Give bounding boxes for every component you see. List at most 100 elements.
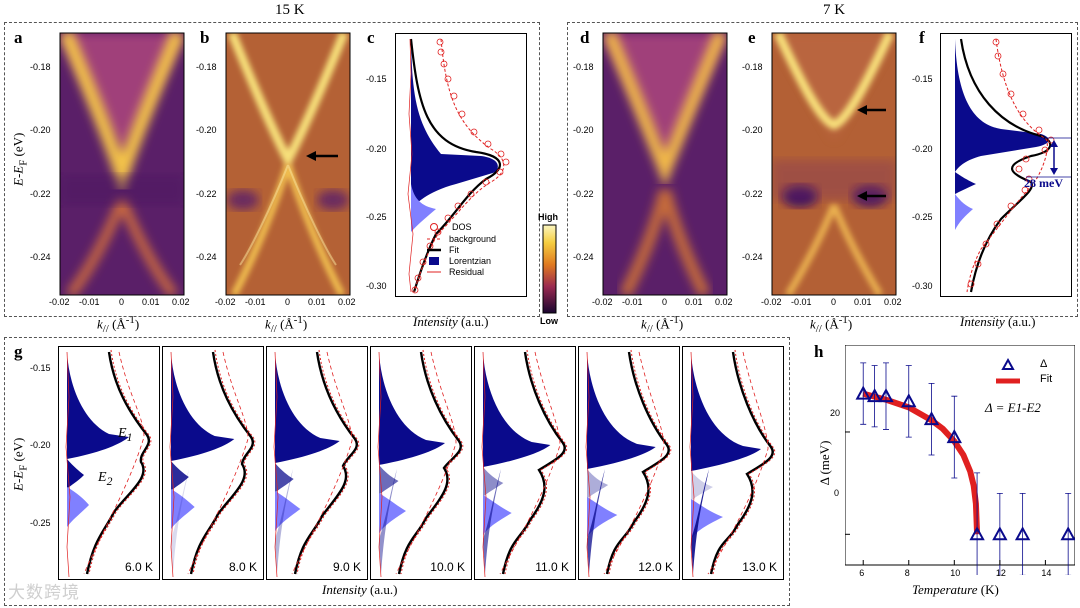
ytick: -0.15 [912, 74, 933, 84]
g-edc-plot: 13.0 K [682, 346, 784, 580]
h-xtick-label: 8 [904, 568, 910, 578]
title-7k: 7 K [823, 2, 846, 18]
xtick: 0 [831, 297, 837, 307]
g-edc-plot: 12.0 K [578, 346, 680, 580]
g-temp-label: 8.0 K [228, 560, 257, 574]
map-b [226, 33, 350, 295]
ytick: -0.20 [30, 125, 51, 135]
edc-c-svg [407, 38, 510, 294]
map-e [772, 33, 896, 295]
edc-plot-c [395, 33, 527, 297]
group-g [4, 337, 790, 606]
ytick: -0.20 [742, 125, 763, 135]
g-edc-svg [65, 349, 152, 578]
h-error-bar [871, 365, 878, 428]
h-xlabel: Temperature (K) [912, 582, 999, 597]
legend-c-background: background [449, 234, 497, 244]
xtick: 0.01 [308, 297, 326, 307]
h-error-bar [1019, 492, 1026, 575]
h-formula: Δ = E1-E2 [985, 400, 1041, 415]
g-edc-svg [481, 349, 568, 578]
ytick: -0.25 [912, 212, 933, 222]
h-error-bar [882, 362, 889, 430]
ytick: -0.24 [573, 252, 594, 262]
legend-c-lorentzian: Lorentzian [449, 256, 492, 266]
ytick: -0.25 [366, 212, 387, 222]
xtick: 0.02 [715, 297, 733, 307]
legend-c-residual: Residual [449, 267, 485, 277]
xtick: 0.01 [685, 297, 703, 307]
panel-letter-c: c [367, 28, 375, 47]
xtick: -0.01 [622, 297, 643, 307]
h-xtick-label: 6 [859, 568, 865, 578]
intensity-label-f: Intensity (a.u.) [960, 314, 1036, 329]
group-15k [4, 22, 540, 317]
panel-letter-a: a [14, 28, 23, 47]
ytick: -0.15 [30, 363, 51, 373]
h-ytick-20: 20 [830, 408, 841, 418]
h-legend-fit: Fit [1040, 373, 1053, 385]
ytick: -0.24 [30, 252, 51, 262]
ytick: -0.25 [30, 518, 51, 528]
h-data-point [992, 526, 1008, 541]
h-data-point [855, 385, 871, 400]
h-error-bar [860, 362, 867, 425]
xtick: 0.02 [338, 297, 356, 307]
h-error-bar [1065, 492, 1072, 575]
watermark-logo: 大数跨境 [8, 583, 80, 603]
g-edc-svg [273, 349, 360, 578]
h-legend [990, 357, 1026, 394]
k-axis-label-e: k// (Å-1) [810, 314, 853, 335]
ytick: -0.30 [366, 281, 387, 291]
g-temp-label: 10.0 K [430, 560, 465, 574]
xtick: -0.02 [761, 297, 782, 307]
ytick: -0.20 [366, 144, 387, 154]
xtick: 0.01 [854, 297, 872, 307]
panel-letter-f: f [919, 28, 925, 47]
ytick: -0.24 [742, 252, 763, 262]
intensity-label-c: Intensity (a.u.) [413, 314, 489, 329]
g-edc-plot: 8.0 K [162, 346, 264, 580]
h-data-point [969, 526, 985, 541]
panel-letter-b: b [200, 28, 210, 47]
edc-f-dos-points [967, 38, 1055, 288]
h-ytick-0: 0 [834, 488, 840, 498]
ytick: -0.20 [30, 440, 51, 450]
ytick: -0.22 [573, 189, 594, 199]
h-ylabel: Δ (meV) [817, 440, 832, 486]
k-axis-label-b: k// (Å-1) [265, 314, 308, 335]
h-xtick-label: 12 [995, 568, 1006, 578]
label-e1: E1 [118, 426, 133, 444]
xtick: 0.01 [142, 297, 160, 307]
ytick: -0.20 [573, 125, 594, 135]
legend-c-fit: Fit [449, 245, 459, 255]
ytick: -0.20 [912, 144, 933, 154]
g-edc-svg [689, 349, 776, 578]
xtick: 0.02 [172, 297, 190, 307]
h-legend-symbols [996, 357, 1020, 384]
h-xtick-label: 10 [950, 568, 961, 578]
edc-c-dos-points [411, 38, 510, 294]
xtick: -0.02 [215, 297, 236, 307]
edc-f-svg [955, 38, 1071, 293]
xtick: 0 [119, 297, 125, 307]
ytick: -0.24 [196, 252, 217, 262]
xtick: -0.01 [245, 297, 266, 307]
h-error-bar [951, 395, 958, 479]
g-temp-label: 6.0 K [124, 560, 153, 574]
xtick: 0.02 [884, 297, 902, 307]
edc-plot-f [940, 33, 1072, 297]
xtick: 0 [285, 297, 291, 307]
energy-axis-label-g: E-EF (eV) [10, 437, 30, 491]
g-edc-plot: 9.0 K [266, 346, 368, 580]
g-edc-svg [169, 349, 256, 578]
h-data-point [923, 411, 940, 426]
panel-letter-e: e [748, 28, 756, 47]
legend-c-symbols [427, 223, 441, 273]
h-data-point [946, 429, 962, 444]
h-legend-delta: Δ [1040, 358, 1048, 370]
h-data-point [1060, 526, 1075, 541]
ytick: -0.30 [912, 281, 933, 291]
colorbar-low: Low [540, 316, 558, 326]
intensity-label-g: Intensity (a.u.) [322, 582, 398, 597]
